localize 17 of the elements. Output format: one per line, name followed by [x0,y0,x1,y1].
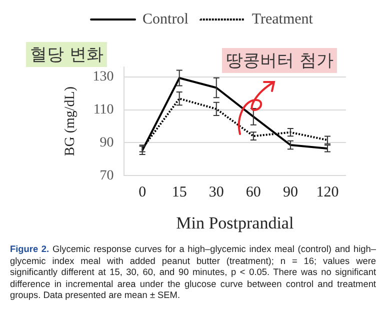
text: 혈당 변화 [26,42,108,67]
x-tick-label: 30 [208,184,224,201]
y-tick-label: 90 [100,135,114,150]
y-tick-label: 70 [100,168,114,184]
annotation: 땅콩버터 첨가 [222,48,338,73]
y-tick-label: 110 [93,102,114,118]
x-tick-label: 90 [282,184,298,201]
x-tick-label: 120 [316,184,339,201]
x-tick-label: 15 [172,184,187,201]
caption: Figure 2. Glycemic response curves for a high–glycemic index meal (control) and high–glycemic index meal with added peanut butter (treatment); n = 16; values were significantly different at 15, 30, 60, and 90 minutes, p < 0.05. There was no significant difference in incremental area under the glucose curve between control and treatment groups. Data presented are mean ± SEM. [10,244,376,302]
legend-label: Treatment [252,11,314,28]
x-tick-label: 60 [246,184,261,201]
legend-label: Control [142,11,188,28]
x-tick-label: 0 [138,184,146,201]
y-axis-title: BG (mg/dL) [63,86,78,156]
y-tick-label: 130 [92,70,114,85]
x-axis-title: Min Postprandial [176,213,294,232]
